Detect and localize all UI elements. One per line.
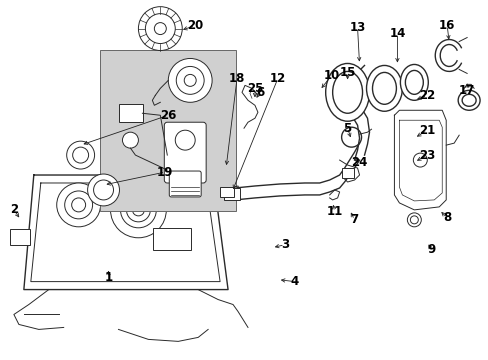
Bar [341, 168, 353, 178]
Circle shape [93, 180, 113, 200]
Circle shape [168, 58, 212, 102]
Text: 15: 15 [339, 66, 355, 79]
Text: 17: 17 [458, 84, 474, 97]
Text: 24: 24 [351, 156, 367, 168]
Polygon shape [24, 175, 227, 289]
Circle shape [145, 14, 175, 44]
Circle shape [73, 147, 88, 163]
Text: 7: 7 [350, 213, 358, 226]
Text: 2: 2 [10, 203, 18, 216]
Text: 20: 20 [187, 19, 203, 32]
Text: 13: 13 [349, 21, 365, 34]
Circle shape [87, 174, 119, 206]
Text: 10: 10 [323, 69, 339, 82]
Text: 14: 14 [388, 27, 405, 40]
Circle shape [407, 213, 421, 227]
Text: 8: 8 [442, 211, 450, 224]
Circle shape [122, 132, 138, 148]
Ellipse shape [325, 63, 369, 121]
Ellipse shape [366, 66, 402, 111]
Circle shape [57, 183, 101, 227]
Circle shape [412, 153, 427, 167]
Text: 23: 23 [418, 149, 434, 162]
Ellipse shape [405, 71, 423, 94]
Text: 4: 4 [290, 275, 298, 288]
Ellipse shape [372, 72, 396, 104]
Text: 12: 12 [269, 72, 285, 85]
Circle shape [120, 192, 156, 228]
Text: 5: 5 [343, 122, 351, 135]
Circle shape [126, 198, 150, 222]
FancyBboxPatch shape [169, 171, 201, 197]
Circle shape [132, 204, 144, 216]
FancyBboxPatch shape [100, 50, 236, 211]
Circle shape [72, 198, 85, 212]
Text: 25: 25 [246, 82, 263, 95]
Text: 11: 11 [326, 205, 342, 219]
Text: 22: 22 [418, 89, 434, 102]
Bar [220, 187, 234, 197]
Text: 3: 3 [280, 238, 288, 251]
FancyBboxPatch shape [164, 122, 206, 183]
Polygon shape [394, 110, 446, 210]
Bar [153, 228, 191, 250]
Circle shape [175, 130, 195, 150]
Circle shape [176, 67, 203, 94]
Text: 9: 9 [427, 243, 434, 256]
Text: 21: 21 [418, 124, 434, 137]
Circle shape [184, 75, 196, 86]
Ellipse shape [400, 64, 427, 100]
FancyBboxPatch shape [119, 104, 143, 122]
Text: 26: 26 [160, 109, 176, 122]
Text: 19: 19 [157, 166, 173, 179]
Text: 18: 18 [228, 72, 244, 85]
FancyBboxPatch shape [10, 229, 30, 245]
Ellipse shape [332, 71, 362, 113]
Circle shape [138, 7, 182, 50]
Circle shape [409, 216, 417, 224]
Bar [224, 188, 240, 200]
Text: 16: 16 [438, 19, 454, 32]
Text: 1: 1 [104, 271, 112, 284]
Circle shape [64, 191, 92, 219]
Circle shape [110, 182, 166, 238]
Circle shape [66, 141, 94, 169]
Text: 6: 6 [255, 86, 264, 99]
Circle shape [154, 23, 166, 35]
